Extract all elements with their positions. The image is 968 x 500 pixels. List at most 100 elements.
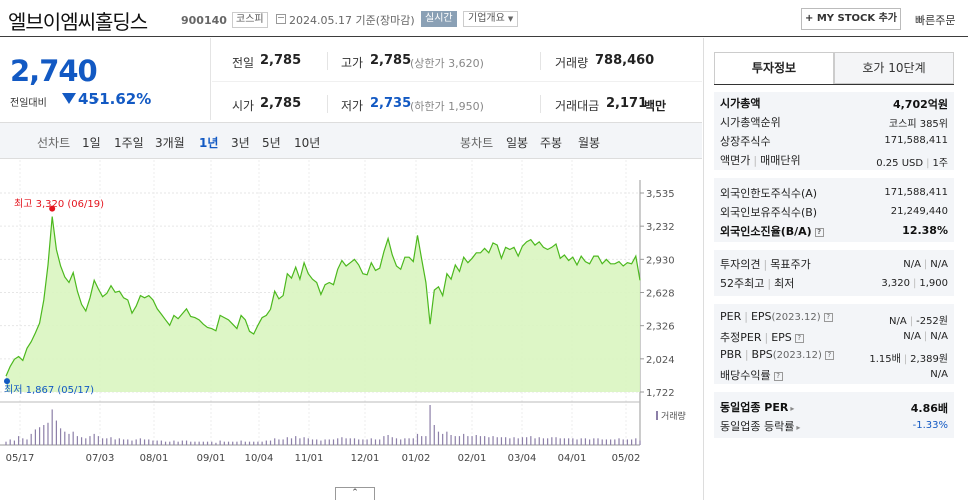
industry-per-value: 4.86배: [910, 402, 948, 415]
tab-investment-info[interactable]: 투자정보: [714, 52, 834, 84]
volume-bar: [110, 437, 112, 445]
add-mystock-button[interactable]: + MY STOCK 추가: [801, 8, 901, 30]
high-label: 고가: [341, 56, 364, 70]
volume-bar: [13, 440, 15, 445]
price-change: 45: [62, 90, 99, 108]
week52-row-label: 52주최고 | 최저: [720, 277, 795, 290]
volume-bar: [97, 436, 99, 445]
volume-bar: [547, 438, 549, 445]
x-tick-label: 11/01: [295, 453, 324, 464]
tab-candle-daily[interactable]: 일봉: [506, 136, 529, 150]
listed-shares-value: 171,588,411: [884, 135, 948, 146]
prev-close-label: 전일: [232, 56, 255, 70]
x-tick-label: 09/01: [197, 453, 226, 464]
per-row: N/A | -252원: [889, 316, 948, 327]
quick-order-link[interactable]: 빠른주문: [915, 14, 956, 27]
investment-panel: [703, 38, 968, 500]
tab-period-3m[interactable]: 3개월: [155, 136, 185, 150]
opinion-value: N/A: [903, 259, 921, 270]
price-area: [6, 216, 640, 392]
volume-bar: [139, 438, 141, 445]
volume-bar: [379, 439, 381, 445]
target-price-label: 목표주가: [770, 258, 811, 271]
volume-bar: [362, 439, 364, 445]
listed-shares-label: 상장주식수: [720, 135, 771, 148]
chart-expand-button[interactable]: ⌃: [335, 487, 375, 500]
tab-candle-weekly[interactable]: 주봉: [540, 136, 563, 150]
tab-period-3y[interactable]: 3년: [231, 136, 250, 150]
info-group-valuation: [714, 304, 954, 384]
help-icon[interactable]: ?: [794, 334, 804, 343]
est-per-value: N/A: [903, 331, 921, 342]
info-group-market: [714, 92, 954, 170]
x-tick-label: 05/17: [6, 453, 35, 464]
volume-bar: [593, 438, 595, 445]
per-label: PER: [720, 310, 742, 323]
y-tick-label: 2,628: [646, 289, 675, 300]
volume-bar: [316, 439, 318, 445]
volume-bar: [290, 438, 293, 445]
volume-legend-icon: [656, 411, 658, 420]
week52-row: 3,320 | 1,900: [881, 278, 948, 289]
volume-bar: [353, 438, 356, 445]
volume-bar: [383, 436, 385, 445]
volume-bar: [542, 438, 545, 445]
est-per-label: 추정PER: [720, 331, 762, 344]
quote-date: 2024.05.17 기준(장마감): [289, 14, 415, 27]
tab-order-book[interactable]: 호가 10단계: [834, 52, 954, 84]
volume-bar: [17, 436, 20, 445]
help-icon[interactable]: ?: [773, 372, 783, 381]
volume-bar: [164, 441, 167, 445]
volume-bar: [43, 425, 45, 445]
volume-label: 거래량: [555, 56, 589, 70]
volume-bar: [589, 439, 591, 445]
tab-period-5y[interactable]: 5년: [262, 136, 281, 150]
volume-bar: [122, 439, 125, 445]
volume-bar: [328, 439, 330, 445]
dividend-row-label: 배당수익률?: [720, 367, 783, 383]
tab-period-1y[interactable]: 1년: [199, 136, 219, 150]
realtime-badge[interactable]: 실시간: [421, 11, 457, 27]
company-overview-dropdown[interactable]: 기업개요 ▼: [463, 11, 519, 27]
volume-bar: [387, 435, 389, 445]
prev-close-value: 2,785: [260, 53, 302, 68]
volume-bar: [337, 438, 339, 445]
down-triangle-icon: [62, 93, 76, 104]
tab-period-10y[interactable]: 10년: [294, 136, 321, 150]
volume-legend-label: 거래량: [661, 410, 686, 422]
volume-bar: [622, 439, 624, 445]
volume-bar: [169, 441, 171, 445]
low-label: 최저 1,867 (05/17): [4, 384, 94, 396]
tab-period-1d[interactable]: 1일: [82, 136, 101, 150]
volume-bar: [408, 438, 410, 445]
line-chart-label: 선차트: [37, 136, 71, 150]
volume-bar: [400, 439, 402, 445]
volume-bar: [135, 439, 137, 445]
industry-per-link[interactable]: 동일업종 PER ▸: [720, 399, 794, 415]
volume-bar: [307, 438, 309, 445]
volume-bar: [551, 437, 553, 445]
volume-bar: [286, 437, 288, 445]
par-value: 0.25 USD: [876, 158, 924, 169]
open-label: 시가: [232, 99, 255, 113]
volume-bar: [568, 438, 570, 445]
chevron-right-icon: ▸: [790, 404, 795, 413]
volume-bar: [425, 436, 427, 445]
market-cap-rank-value: 코스피 385위: [888, 119, 948, 130]
opinion-label: 투자의견: [720, 258, 761, 271]
current-price: 2,740: [10, 54, 98, 88]
volume-bar: [332, 439, 335, 445]
volume-bar: [5, 441, 7, 445]
tab-period-1w[interactable]: 1주일: [114, 136, 144, 150]
tab-candle-monthly[interactable]: 월봉: [578, 136, 601, 150]
x-tick-label: 04/01: [558, 453, 587, 464]
info-group-industry: [714, 392, 954, 438]
industry-change-link[interactable]: 동일업종 등락률 ▸: [720, 418, 800, 434]
help-icon[interactable]: ?: [814, 228, 824, 237]
volume-bar: [492, 436, 494, 445]
help-icon[interactable]: ?: [823, 313, 833, 322]
price-line: [5, 216, 641, 377]
help-icon[interactable]: ?: [824, 351, 834, 360]
stock-header: [0, 0, 968, 37]
foreign-limit-value: 171,588,411: [884, 187, 948, 198]
